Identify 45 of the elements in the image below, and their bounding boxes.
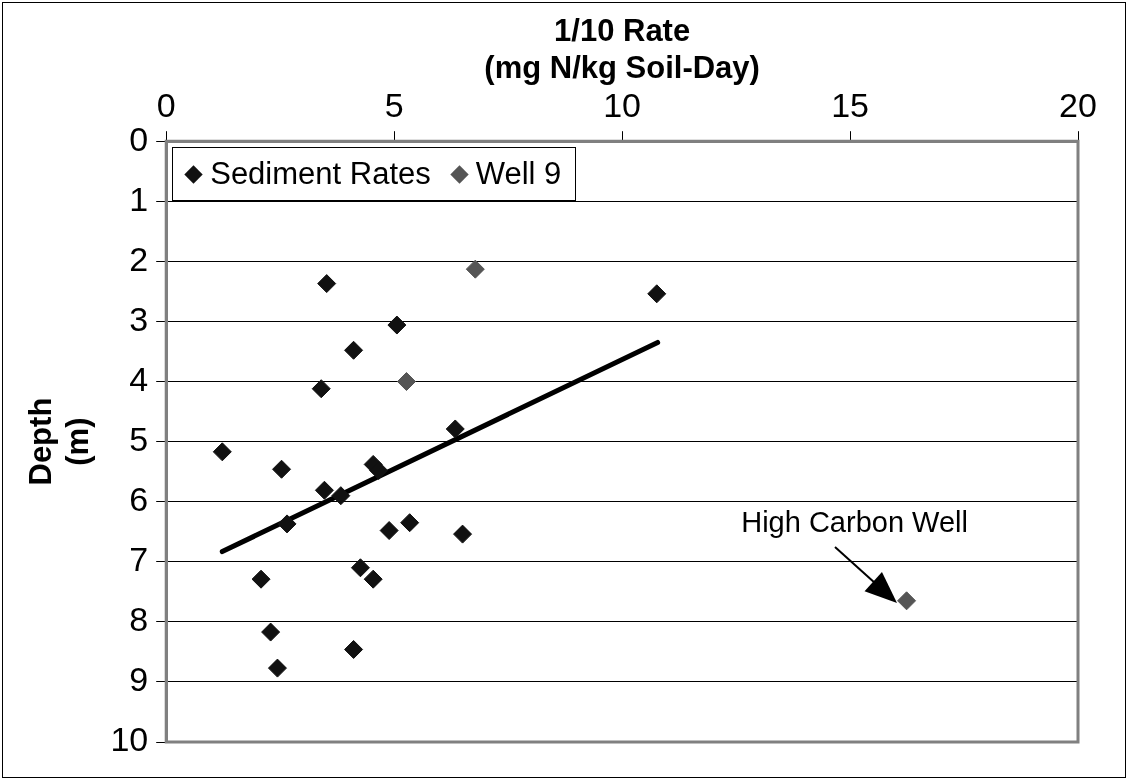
point [465,259,485,279]
point [647,284,667,304]
point [379,521,399,541]
y-tick-label: 7 [129,540,149,579]
y-tick-label: 9 [129,660,149,699]
point [344,340,364,360]
point [314,480,334,500]
y-tick-label: 10 [110,720,149,759]
y-tick-label: 8 [129,600,149,639]
point [387,315,407,335]
point [267,658,287,678]
point [311,379,331,399]
y-tick-label: 6 [129,480,149,519]
point [251,569,271,589]
y-tick-label: 4 [129,359,149,398]
point [272,459,292,479]
point [445,419,465,439]
point [453,524,473,544]
point [396,372,416,392]
point [212,442,232,462]
y-axis-title: Depth (m) [23,397,96,486]
point [317,274,337,294]
point [369,460,389,480]
y-tick-label: 3 [129,299,149,338]
y-tick-label: 5 [129,419,149,458]
point [277,514,297,534]
legend-label: Well 9 [475,156,562,193]
point [363,569,383,589]
point [344,639,364,659]
x-tick-label: 10 [603,86,642,125]
y-tick-label: 1 [129,179,149,218]
y-tick-label: 2 [129,239,149,278]
point [350,558,370,578]
y-tick-label: 0 [129,119,149,158]
point [261,622,281,642]
legend-label: Sediment Rates [210,156,431,193]
x-axis-title: 1/10 Rate (mg N/kg Soil-Day) [484,13,760,86]
annotation: High Carbon Well [741,506,968,539]
x-tick-label: 5 [384,86,404,125]
point [897,591,917,611]
x-tick-label: 0 [156,86,176,125]
x-tick-label: 15 [831,86,869,125]
point [400,513,420,533]
x-tick-label: 20 [1059,86,1097,125]
point [331,486,351,506]
